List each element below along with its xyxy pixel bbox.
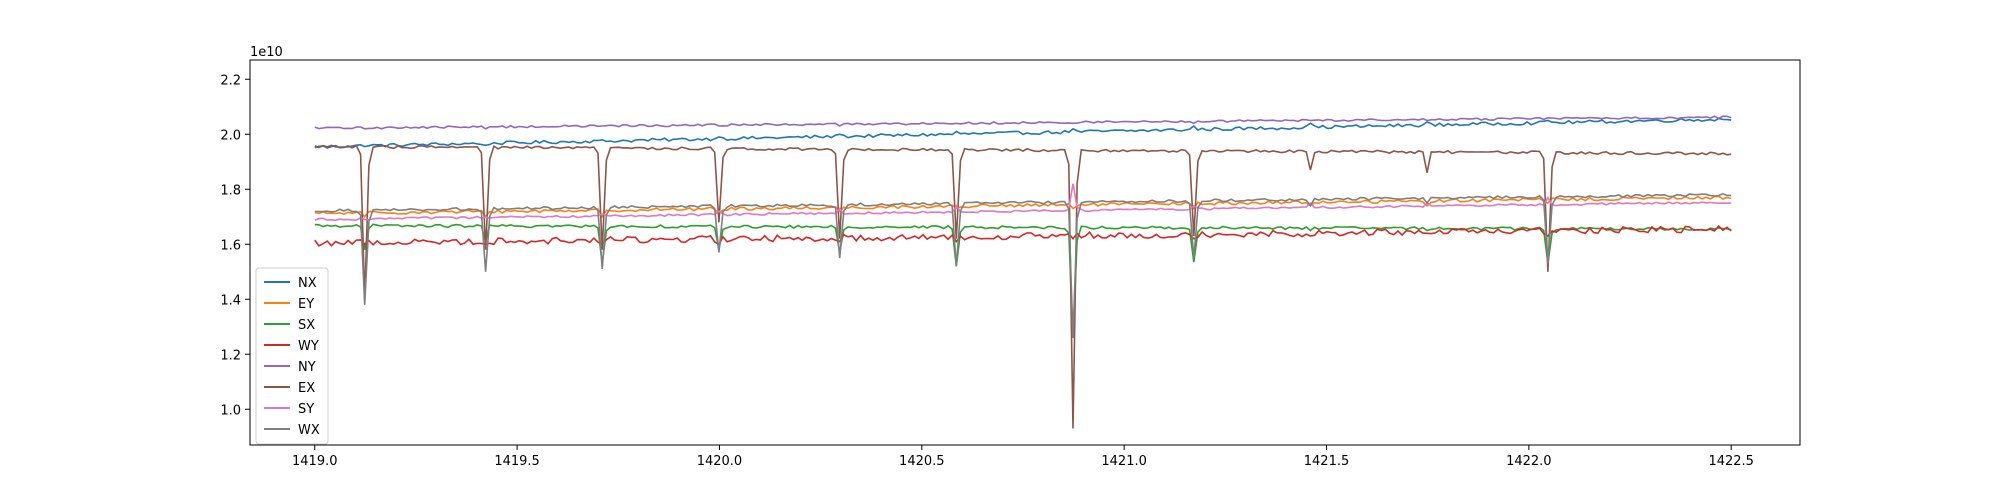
- series-line-sx: [314, 223, 1732, 338]
- legend-label: EY: [298, 297, 314, 312]
- x-tick-label: 1419.0: [292, 454, 338, 469]
- y-tick-label: 1.6: [220, 238, 241, 253]
- y-tick-label: 1.2: [220, 348, 241, 363]
- legend-label: NY: [298, 360, 316, 375]
- x-tick-label: 1422.5: [1708, 454, 1754, 469]
- series-line-wx: [314, 192, 1732, 338]
- legend-label: EX: [298, 381, 315, 396]
- x-tick-label: 1419.5: [494, 454, 540, 469]
- series-line-wy: [314, 224, 1732, 247]
- x-axis: 1419.0 1419.5 1420.0 1420.5 1421.0 1421.5 1422…: [292, 445, 1754, 469]
- legend-label: SY: [298, 402, 314, 417]
- y-tick-label: 1.8: [220, 183, 241, 198]
- y-tick-label: 1.4: [220, 293, 241, 308]
- legend-label: NX: [298, 276, 317, 291]
- series-line-sy: [314, 183, 1732, 222]
- series-layer: [314, 115, 1732, 429]
- x-tick-label: 1421.0: [1101, 454, 1147, 469]
- legend: NX EY SX WY NY EX SY WX: [255, 267, 329, 445]
- series-line-ny: [314, 115, 1732, 130]
- y-tick-label: 2.0: [220, 128, 241, 143]
- x-tick-label: 1422.0: [1506, 454, 1552, 469]
- y-axis: 1.0 1.2 1.4 1.6 1.8 2.0 2.2: [220, 73, 250, 418]
- series-line-ey: [314, 195, 1732, 219]
- legend-label: WY: [298, 339, 319, 354]
- series-line-ex: [314, 144, 1732, 429]
- x-tick-label: 1420.5: [899, 454, 945, 469]
- plot-frame: [249, 59, 1801, 446]
- y-tick-label: 2.2: [220, 73, 241, 88]
- legend-label: WX: [298, 423, 320, 438]
- legend-label: SX: [298, 318, 315, 333]
- y-offset-text: 1e10: [250, 45, 283, 60]
- legend-box: [255, 267, 329, 445]
- y-tick-label: 1.0: [220, 403, 241, 418]
- series-line-nx: [314, 117, 1732, 149]
- x-tick-label: 1421.5: [1304, 454, 1350, 469]
- x-tick-label: 1420.0: [697, 454, 743, 469]
